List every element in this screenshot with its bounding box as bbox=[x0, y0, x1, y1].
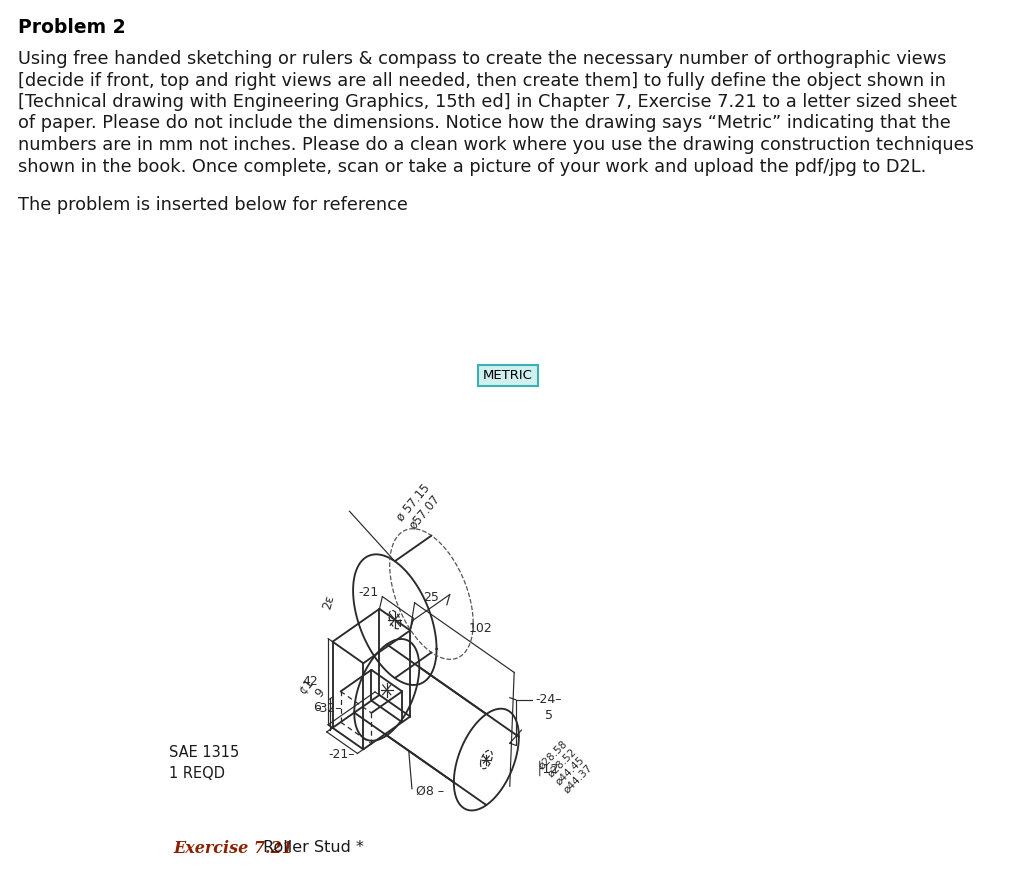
Text: -24–: -24– bbox=[536, 693, 562, 706]
Text: [Technical drawing with Engineering Graphics, 15th ed] in Chapter 7, Exercise 7.: [Technical drawing with Engineering Grap… bbox=[18, 93, 957, 111]
Text: numbers are in mm not inches. Please do a clean work where you use the drawing c: numbers are in mm not inches. Please do … bbox=[18, 136, 974, 154]
Text: The problem is inserted below for reference: The problem is inserted below for refere… bbox=[18, 196, 408, 214]
Text: ¢1
9: ¢1 9 bbox=[296, 676, 327, 705]
Text: SAE 1315
1 REQD: SAE 1315 1 REQD bbox=[169, 745, 240, 781]
Text: ├12: ├12 bbox=[536, 760, 559, 776]
Text: [decide if front, top and right views are all needed, then create them] to fully: [decide if front, top and right views ar… bbox=[18, 72, 946, 90]
Text: ø 57.15
ø57.07: ø 57.15 ø57.07 bbox=[394, 481, 444, 533]
FancyBboxPatch shape bbox=[478, 365, 538, 386]
Text: Using free handed sketching or rulers & compass to create the necessary number o: Using free handed sketching or rulers & … bbox=[18, 50, 946, 68]
Text: 5: 5 bbox=[545, 709, 553, 722]
Text: -21–: -21– bbox=[329, 748, 355, 761]
Text: Exercise 7.21: Exercise 7.21 bbox=[173, 840, 293, 857]
Text: 102: 102 bbox=[469, 622, 493, 635]
Text: METRIC: METRIC bbox=[483, 369, 534, 382]
Text: shown in the book. Once complete, scan or take a picture of your work and upload: shown in the book. Once complete, scan o… bbox=[18, 157, 927, 175]
Text: 42: 42 bbox=[302, 675, 318, 688]
Text: 6: 6 bbox=[313, 701, 322, 714]
Text: Problem 2: Problem 2 bbox=[18, 18, 126, 37]
Text: -32–: -32– bbox=[315, 702, 342, 715]
Text: Roller Stud *: Roller Stud * bbox=[258, 840, 365, 855]
Text: ø28.58
ø28.52
ø44.45
ø44.37: ø28.58 ø28.52 ø44.45 ø44.37 bbox=[538, 739, 594, 795]
Text: of paper. Please do not include the dimensions. Notice how the drawing says “Met: of paper. Please do not include the dime… bbox=[18, 114, 951, 133]
Text: 25: 25 bbox=[424, 591, 439, 604]
Text: -21: -21 bbox=[358, 586, 378, 599]
Text: Ø8 –: Ø8 – bbox=[416, 785, 444, 798]
Text: 2ε: 2ε bbox=[321, 594, 337, 610]
